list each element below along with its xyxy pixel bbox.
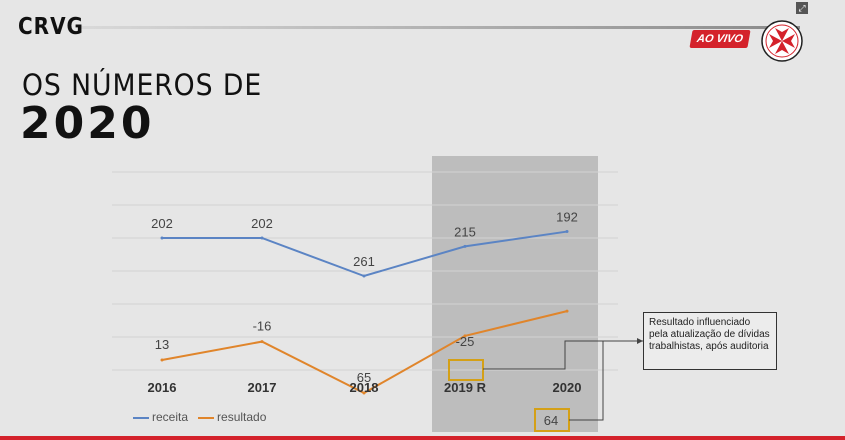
x-tick-label: 2020 bbox=[553, 380, 582, 395]
chart-legend: receita resultado bbox=[133, 410, 266, 424]
legend-item-resultado: resultado bbox=[198, 410, 266, 424]
data-label-resultado: 64 bbox=[544, 413, 558, 428]
page-title-line2: 2020 bbox=[20, 98, 155, 149]
data-label-receita: 202 bbox=[251, 216, 273, 231]
data-label-resultado: -16 bbox=[253, 319, 272, 334]
data-point-resultado bbox=[565, 309, 569, 313]
x-tick-label: 2019 R bbox=[444, 380, 487, 395]
header-rule bbox=[80, 26, 800, 29]
data-label-resultado: -25 bbox=[456, 334, 475, 349]
data-label-resultado: 13 bbox=[155, 337, 169, 352]
data-point-receita bbox=[260, 236, 264, 240]
data-label-receita: 192 bbox=[556, 210, 578, 225]
data-point-receita bbox=[362, 274, 366, 278]
page-title-line1: OS NÚMEROS DE bbox=[22, 68, 263, 102]
annotation-arrowhead bbox=[637, 338, 643, 344]
annotation-connector bbox=[569, 341, 604, 421]
annotation-box: Resultado influenciado pela atualização … bbox=[643, 312, 777, 370]
data-label-receita: 261 bbox=[353, 254, 375, 269]
brand-logo: CRVG bbox=[18, 12, 84, 40]
x-tick-label: 2018 bbox=[350, 380, 379, 395]
data-label-resultado: 65 bbox=[357, 370, 371, 385]
data-point-resultado bbox=[160, 358, 164, 362]
data-point-receita bbox=[463, 244, 467, 248]
annotation-connector bbox=[483, 340, 643, 370]
x-tick-label: 2017 bbox=[248, 380, 277, 395]
data-point-receita bbox=[565, 230, 569, 234]
data-label-receita: 215 bbox=[454, 224, 476, 239]
highlight-band bbox=[432, 156, 598, 432]
x-tick-label: 2016 bbox=[148, 380, 177, 395]
bottom-rule bbox=[0, 436, 845, 440]
data-point-resultado bbox=[463, 334, 467, 338]
data-point-resultado bbox=[362, 391, 366, 395]
cross-of-malta-emblem-icon bbox=[761, 20, 803, 62]
data-label-receita: 202 bbox=[151, 216, 173, 231]
expand-icon[interactable]: ⤢ bbox=[796, 2, 808, 14]
legend-item-receita: receita bbox=[133, 410, 188, 424]
data-point-resultado bbox=[260, 340, 264, 344]
data-point-receita bbox=[160, 236, 164, 240]
highlight-box-2019 bbox=[448, 359, 484, 381]
